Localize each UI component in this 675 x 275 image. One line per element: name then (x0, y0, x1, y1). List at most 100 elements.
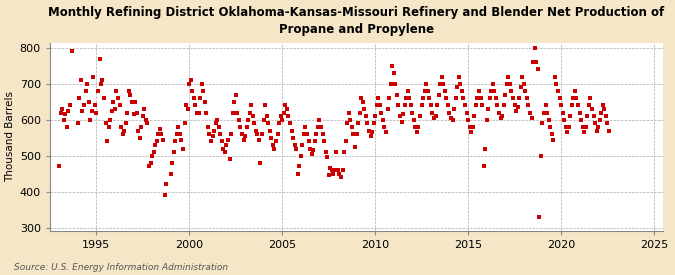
Point (271, 139, 281, 144)
Point (382, 107, 393, 111)
Point (186, 78, 196, 82)
Point (416, 103, 427, 108)
Point (597, 103, 608, 108)
Point (165, 172, 176, 176)
Point (406, 103, 416, 108)
Point (467, 125, 478, 129)
Point (350, 145, 360, 149)
Point (213, 125, 224, 129)
Point (414, 114, 425, 118)
Point (66, 49, 77, 54)
Point (462, 118, 473, 122)
Point (460, 103, 470, 108)
Point (548, 137, 559, 142)
Point (187, 89, 198, 93)
Point (235, 125, 246, 129)
Point (77, 109, 88, 113)
Point (510, 109, 521, 113)
Point (107, 109, 117, 113)
Point (537, 121, 548, 126)
Point (134, 136, 145, 140)
Point (526, 116, 537, 120)
Point (97, 78, 108, 82)
Point (466, 130, 477, 134)
Point (272, 132, 283, 136)
Point (461, 110, 472, 115)
Point (485, 96, 495, 100)
Point (431, 103, 442, 108)
Point (546, 132, 557, 136)
Point (65, 103, 76, 108)
Point (142, 121, 153, 126)
Point (438, 82, 449, 86)
Point (184, 82, 194, 86)
Point (207, 134, 218, 138)
Point (241, 125, 252, 129)
Point (232, 110, 242, 115)
Point (329, 168, 340, 172)
Point (331, 150, 342, 154)
Point (322, 155, 333, 160)
Point (481, 118, 492, 122)
Point (111, 89, 122, 93)
Point (86, 109, 97, 113)
Point (529, 46, 540, 50)
Point (155, 126, 165, 131)
Point (491, 96, 502, 100)
Text: Source: U.S. Energy Information Administration: Source: U.S. Energy Information Administ… (14, 263, 227, 272)
Point (559, 118, 570, 122)
Point (156, 132, 167, 136)
Point (263, 121, 273, 126)
Point (178, 146, 188, 151)
Point (564, 125, 574, 129)
Point (265, 128, 275, 133)
Point (554, 96, 565, 100)
Point (61, 125, 72, 129)
Point (601, 114, 612, 118)
Point (379, 125, 390, 129)
Point (292, 172, 303, 176)
Point (80, 89, 91, 93)
Point (520, 89, 531, 93)
Point (385, 82, 396, 86)
Point (454, 75, 464, 79)
Point (125, 92, 136, 97)
Point (446, 116, 456, 120)
Point (425, 103, 436, 108)
Point (225, 132, 236, 136)
Point (565, 114, 576, 118)
Point (192, 110, 202, 115)
Point (498, 103, 509, 108)
Point (273, 121, 284, 126)
Point (528, 60, 539, 64)
Point (514, 96, 524, 100)
Point (535, 153, 546, 158)
Point (543, 118, 554, 122)
Point (99, 96, 109, 100)
Point (599, 107, 610, 111)
Point (371, 103, 382, 108)
Point (387, 64, 398, 68)
Point (91, 110, 102, 115)
Point (266, 136, 277, 140)
Point (249, 121, 260, 126)
Point (319, 139, 329, 144)
Point (314, 118, 325, 122)
Point (444, 110, 455, 115)
Point (269, 146, 280, 151)
Point (229, 100, 240, 104)
Point (288, 136, 298, 140)
Point (593, 125, 603, 129)
Point (410, 125, 421, 129)
Point (398, 112, 408, 117)
Point (404, 96, 414, 100)
Point (159, 193, 170, 197)
Point (590, 121, 601, 126)
Point (286, 128, 297, 133)
Point (218, 146, 229, 151)
Point (209, 128, 219, 133)
Point (151, 139, 162, 144)
Point (211, 121, 221, 126)
Point (113, 96, 124, 100)
Point (464, 125, 475, 129)
